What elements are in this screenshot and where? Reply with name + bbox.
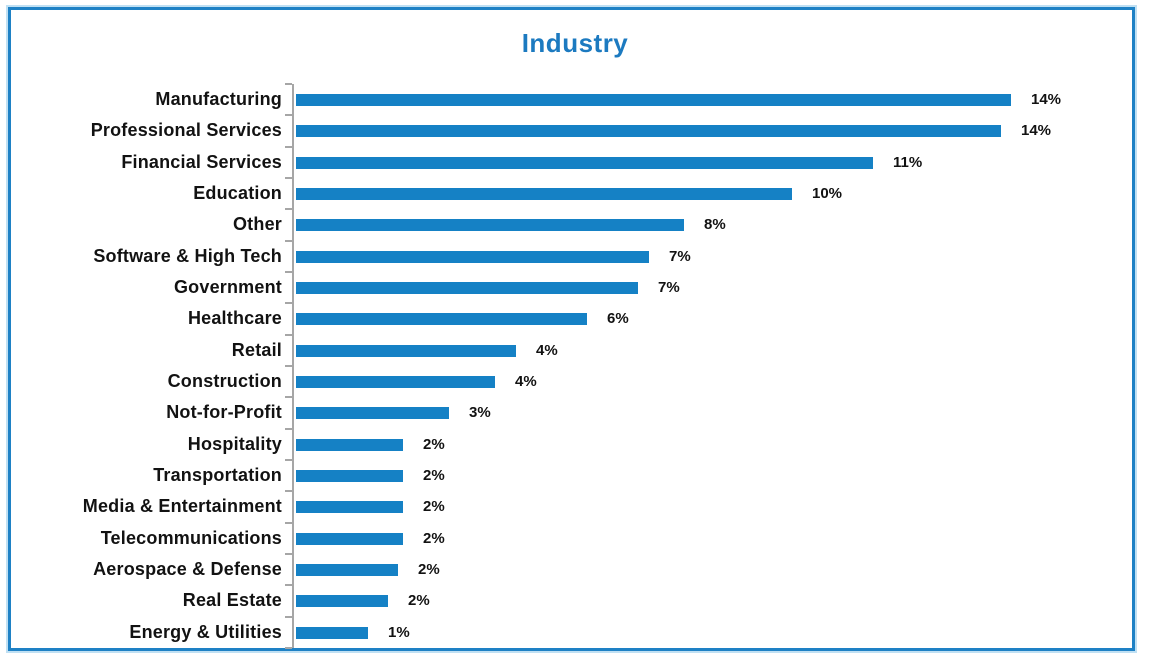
bar (296, 251, 649, 263)
axis-tick (285, 177, 292, 179)
axis-tick (285, 584, 292, 586)
bar (296, 282, 638, 294)
bar (296, 94, 1011, 106)
value-label: 11% (893, 154, 923, 171)
bar (296, 595, 388, 607)
category-label: Aerospace & Defense (93, 559, 282, 579)
category-label: Media & Entertainment (82, 496, 282, 516)
bar (296, 188, 792, 200)
category-label: Other (232, 214, 282, 234)
bar-row: Telecommunications 2% (0, 523, 1150, 554)
bar-row: Construction 4% (0, 366, 1150, 397)
bar (296, 125, 1001, 137)
axis-tick (285, 459, 292, 461)
value-label: 6% (607, 310, 629, 327)
bar-row: Financial Services 11% (0, 147, 1150, 178)
category-label: Financial Services (121, 152, 282, 172)
value-label: 3% (469, 404, 491, 421)
axis-tick (285, 553, 292, 555)
axis-tick (285, 271, 292, 273)
axis-tick (285, 428, 292, 430)
panel-border (8, 7, 1135, 651)
bar (296, 533, 403, 545)
bar-row: Real Estate 2% (0, 585, 1150, 616)
category-label: Professional Services (90, 120, 282, 140)
category-label: Energy & Utilities (129, 622, 282, 642)
axis-tick (285, 522, 292, 524)
axis-tick (285, 146, 292, 148)
bar-row: Energy & Utilities 1% (0, 617, 1150, 648)
axis-tick (285, 334, 292, 336)
bar (296, 501, 403, 513)
category-axis-line (292, 84, 294, 648)
bar-row: Retail 4% (0, 335, 1150, 366)
bar (296, 345, 516, 357)
bar (296, 219, 684, 231)
bar-row: Education 10% (0, 178, 1150, 209)
axis-tick (285, 616, 292, 618)
value-label: 7% (658, 279, 680, 296)
category-label: Hospitality (187, 434, 282, 454)
category-label: Software & High Tech (93, 246, 282, 266)
bar-row: Media & Entertainment 2% (0, 491, 1150, 522)
bar-row: Government 7% (0, 272, 1150, 303)
category-label: Government (173, 277, 282, 297)
category-label: Education (193, 183, 282, 203)
bar (296, 439, 403, 451)
value-label: 2% (408, 592, 430, 609)
axis-tick (285, 240, 292, 242)
category-label: Manufacturing (155, 89, 282, 109)
axis-tick (285, 396, 292, 398)
bar (296, 470, 403, 482)
value-label: 8% (704, 216, 726, 233)
axis-tick (285, 208, 292, 210)
axis-tick (285, 647, 292, 649)
chart-title: Industry (521, 28, 629, 58)
category-label: Retail (231, 340, 282, 360)
axis-tick (285, 302, 292, 304)
category-label: Real Estate (182, 590, 282, 610)
bar-row: Hospitality 2% (0, 429, 1150, 460)
category-label: Transportation (153, 465, 282, 485)
value-label: 2% (423, 498, 445, 515)
value-label: 14% (1031, 91, 1062, 108)
bar-row: Healthcare 6% (0, 303, 1150, 334)
axis-tick (285, 490, 292, 492)
bar (296, 564, 398, 576)
axis-tick (285, 83, 292, 85)
value-label: 14% (1021, 122, 1052, 139)
bar (296, 376, 495, 388)
category-label: Construction (167, 371, 282, 391)
value-label: 2% (423, 436, 445, 453)
category-label: Telecommunications (100, 528, 282, 548)
category-label: Not-for-Profit (166, 402, 282, 422)
bar-row: Transportation 2% (0, 460, 1150, 491)
value-label: 2% (423, 467, 445, 484)
bar-row: Aerospace & Defense 2% (0, 554, 1150, 585)
value-label: 7% (669, 248, 691, 265)
value-label: 2% (423, 530, 445, 547)
value-label: 10% (812, 185, 843, 202)
bar (296, 627, 368, 639)
axis-tick (285, 114, 292, 116)
bar-row: Software & High Tech 7% (0, 241, 1150, 272)
value-label: 2% (418, 561, 440, 578)
category-label: Healthcare (187, 308, 282, 328)
bar-row: Other 8% (0, 209, 1150, 240)
bar-row: Professional Services 14% (0, 115, 1150, 146)
value-label: 4% (536, 342, 558, 359)
axis-tick (285, 365, 292, 367)
value-label: 1% (388, 624, 410, 641)
value-label: 4% (515, 373, 537, 390)
bar (296, 313, 587, 325)
bar-row: Not-for-Profit 3% (0, 397, 1150, 428)
bar (296, 157, 873, 169)
bar (296, 407, 449, 419)
bar-row: Manufacturing 14% (0, 84, 1150, 115)
